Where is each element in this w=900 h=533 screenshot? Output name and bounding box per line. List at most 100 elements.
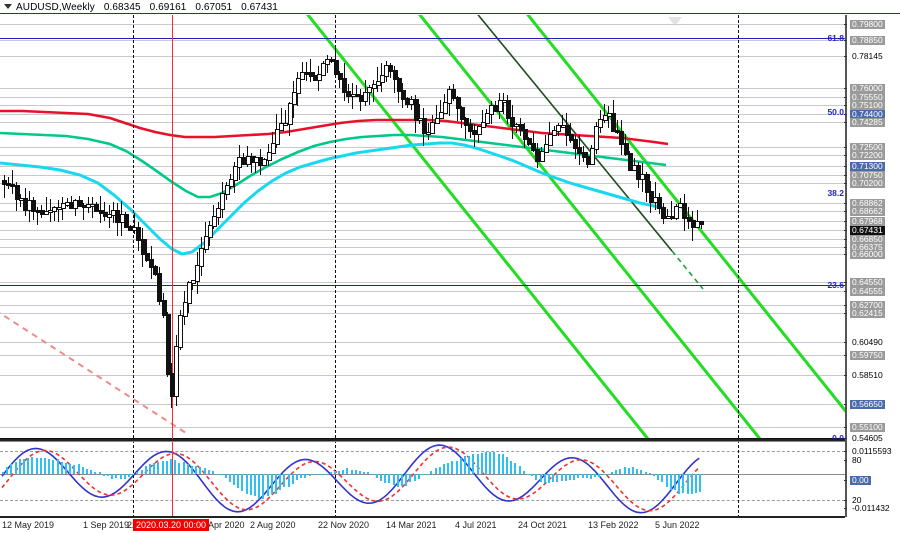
histogram-bar xyxy=(65,462,68,474)
candle-wick xyxy=(134,213,135,235)
histogram-bar xyxy=(309,474,312,477)
crosshair-vertical-line xyxy=(172,15,173,518)
candle-body xyxy=(640,174,645,180)
histogram-bar xyxy=(15,462,18,474)
candle-body xyxy=(367,87,372,94)
histogram-bar xyxy=(283,474,286,488)
zero-fib-line xyxy=(0,438,845,439)
histogram-bar xyxy=(607,474,610,475)
histogram-bar xyxy=(582,474,585,479)
indicator-pane[interactable] xyxy=(0,443,845,517)
candle-body xyxy=(183,302,188,317)
gridline xyxy=(0,254,845,255)
candle-wick xyxy=(680,197,681,207)
candle-wick xyxy=(285,110,286,125)
candle-body xyxy=(397,78,402,92)
gridline xyxy=(0,342,845,343)
gridline xyxy=(0,305,845,306)
candle-body xyxy=(514,124,519,128)
histogram-bar xyxy=(136,472,139,474)
axis-tick xyxy=(844,175,847,176)
watermark-icon xyxy=(668,17,682,26)
candle-body xyxy=(531,143,536,152)
candle-body xyxy=(422,117,427,134)
candle-body xyxy=(342,77,347,93)
candle-body xyxy=(409,99,414,106)
histogram-bar xyxy=(317,473,320,475)
histogram-bar xyxy=(250,474,253,496)
low-value: 0.67051 xyxy=(195,2,233,13)
highlight-level-line xyxy=(0,38,845,39)
gridline xyxy=(0,203,845,204)
gridline xyxy=(0,175,845,176)
gridline xyxy=(0,24,845,25)
axis-tick xyxy=(844,313,847,314)
crosshair-time-label: 2020.03.20 00:00 xyxy=(133,519,210,531)
axis-tick xyxy=(844,342,847,343)
gridline xyxy=(0,282,845,283)
histogram-bar xyxy=(653,474,656,477)
histogram-bar xyxy=(187,464,190,474)
candle-body xyxy=(145,253,150,261)
histogram-bar xyxy=(388,474,391,484)
candle-body xyxy=(372,84,377,90)
histogram-bar xyxy=(132,473,135,475)
price-overlays xyxy=(0,15,845,439)
time-axis-label: 2 Aug 2020 xyxy=(250,520,296,530)
price-axis-label: 0.59750 xyxy=(850,350,885,360)
histogram-bar xyxy=(183,461,186,474)
candle-body xyxy=(645,174,650,194)
histogram-bar xyxy=(414,474,417,482)
axis-tick xyxy=(844,247,847,248)
price-axis-label: 0.66375 xyxy=(850,242,885,252)
histogram-bar xyxy=(351,469,354,474)
gridline xyxy=(0,211,845,212)
price-axis-label: 0.60490 xyxy=(852,337,883,347)
candle-body xyxy=(136,227,141,241)
histogram-bar xyxy=(225,474,228,479)
price-axis-label: 20 xyxy=(852,495,862,505)
histogram-bar xyxy=(199,466,202,474)
histogram-bar xyxy=(19,459,22,474)
histogram-bar xyxy=(334,470,337,474)
candle-body xyxy=(178,314,183,348)
candle-wick xyxy=(608,105,609,129)
histogram-bar xyxy=(393,474,396,486)
candle-body xyxy=(174,346,179,397)
histogram-bar xyxy=(502,453,505,474)
vertical-dashed-line-2 xyxy=(335,15,336,518)
histogram-bar xyxy=(409,474,412,482)
price-axis-label: -0.011432 xyxy=(852,503,890,513)
pane-divider-top2 xyxy=(0,441,845,442)
candle-body xyxy=(288,102,293,125)
symbol-label: AUDUSD,Weekly xyxy=(16,2,95,13)
price-axis[interactable]: 0.79800 0.78850 0.78145 0.76000 0.75550 0.751… xyxy=(844,15,900,517)
candle-wick xyxy=(549,122,550,145)
gridline xyxy=(0,166,845,167)
ma-green-line xyxy=(0,131,667,199)
fib-level-label: 0.0 xyxy=(832,433,844,443)
candle-wick xyxy=(356,84,357,98)
candle-body xyxy=(657,197,662,210)
price-axis-label: 0.79800 xyxy=(850,19,885,29)
dropdown-triangle-icon[interactable] xyxy=(4,4,12,9)
candle-body xyxy=(594,125,599,150)
histogram-bar xyxy=(666,474,669,488)
histogram-bar xyxy=(57,459,60,474)
price-axis-label: 0.55100 xyxy=(850,422,885,432)
histogram-bar xyxy=(624,467,627,474)
candle-wick xyxy=(436,104,437,122)
price-chart-pane[interactable] xyxy=(0,15,845,439)
histogram-bar xyxy=(552,474,555,483)
candle-wick xyxy=(369,84,370,106)
gridline xyxy=(0,147,845,148)
candle-wick xyxy=(302,61,303,80)
price-axis-label: 0.70200 xyxy=(850,178,885,188)
axis-tick xyxy=(844,24,847,25)
fib-level-label: 38.2 xyxy=(827,188,844,198)
candle-body xyxy=(229,178,234,187)
price-axis-label: 0.74400 xyxy=(850,109,885,119)
candle-body xyxy=(241,156,246,165)
candle-wick xyxy=(428,122,429,140)
